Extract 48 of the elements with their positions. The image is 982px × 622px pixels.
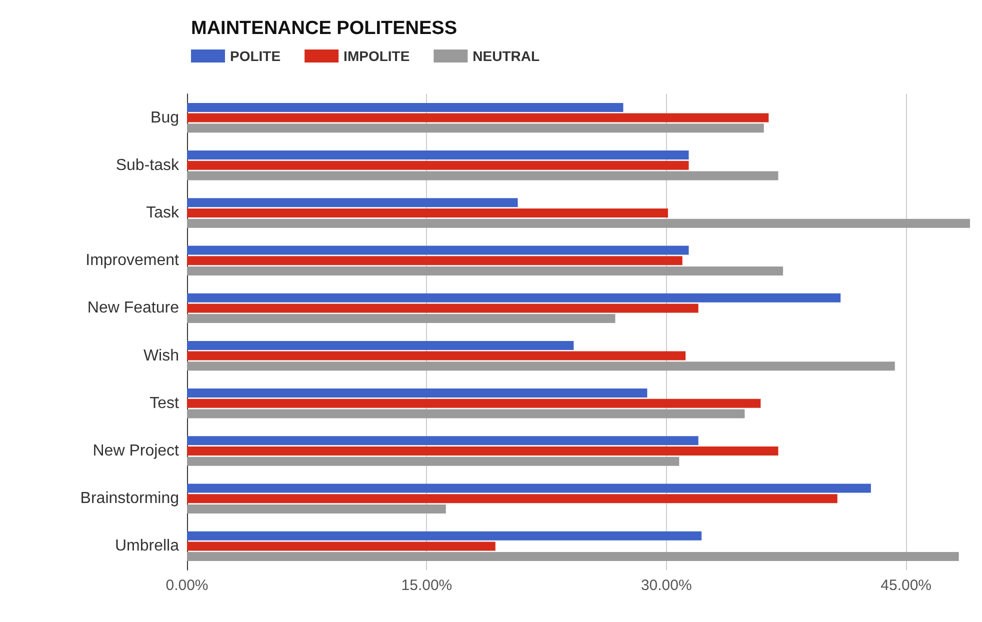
bar [187, 436, 698, 446]
y-tick-label: Sub-task [116, 156, 180, 174]
y-tick-label: Improvement [86, 252, 180, 270]
bar [187, 293, 841, 302]
x-tick-label: 30.00% [640, 577, 692, 594]
bar [187, 362, 895, 371]
bar [187, 266, 784, 276]
bar [187, 304, 698, 313]
bar [187, 160, 689, 170]
y-tick-label: Test [150, 394, 180, 412]
bar [187, 494, 838, 504]
x-tick-label: 45.00% [880, 577, 932, 594]
y-tick-label: New Project [92, 442, 180, 460]
bar [187, 314, 616, 324]
y-tick-label: Umbrella [114, 538, 180, 555]
bar [187, 504, 446, 514]
legend-label: NEUTRAL [472, 48, 540, 64]
y-tick-label: Task [146, 204, 180, 222]
bar [187, 409, 745, 418]
legend-label: IMPOLITE [344, 48, 410, 64]
y-tick-label: Wish [143, 347, 179, 364]
bar [187, 484, 871, 493]
bar [187, 218, 970, 228]
bar [187, 256, 682, 266]
x-tick-label: 15.00% [401, 577, 452, 594]
bar [187, 246, 689, 255]
bar [187, 388, 648, 398]
bar [187, 351, 686, 360]
bar [187, 456, 680, 466]
chart-title: MAINTENANCE POLITENESS [191, 18, 458, 39]
bar [187, 531, 702, 540]
bar [187, 340, 574, 350]
bar [187, 552, 959, 562]
x-tick-label: 0.00% [166, 577, 208, 594]
bar [187, 446, 778, 456]
bar [187, 542, 496, 551]
y-tick-label: Bug [150, 109, 179, 126]
bar [187, 124, 764, 133]
bar [187, 208, 668, 218]
y-tick-label: New Feature [87, 300, 180, 317]
bar [187, 150, 689, 160]
bar [187, 102, 624, 112]
bar [187, 171, 778, 180]
bar [187, 198, 518, 208]
bar [187, 398, 761, 408]
legend-label: POLITE [230, 48, 281, 64]
bar [187, 113, 769, 122]
y-tick-label: Brainstorming [80, 490, 179, 508]
